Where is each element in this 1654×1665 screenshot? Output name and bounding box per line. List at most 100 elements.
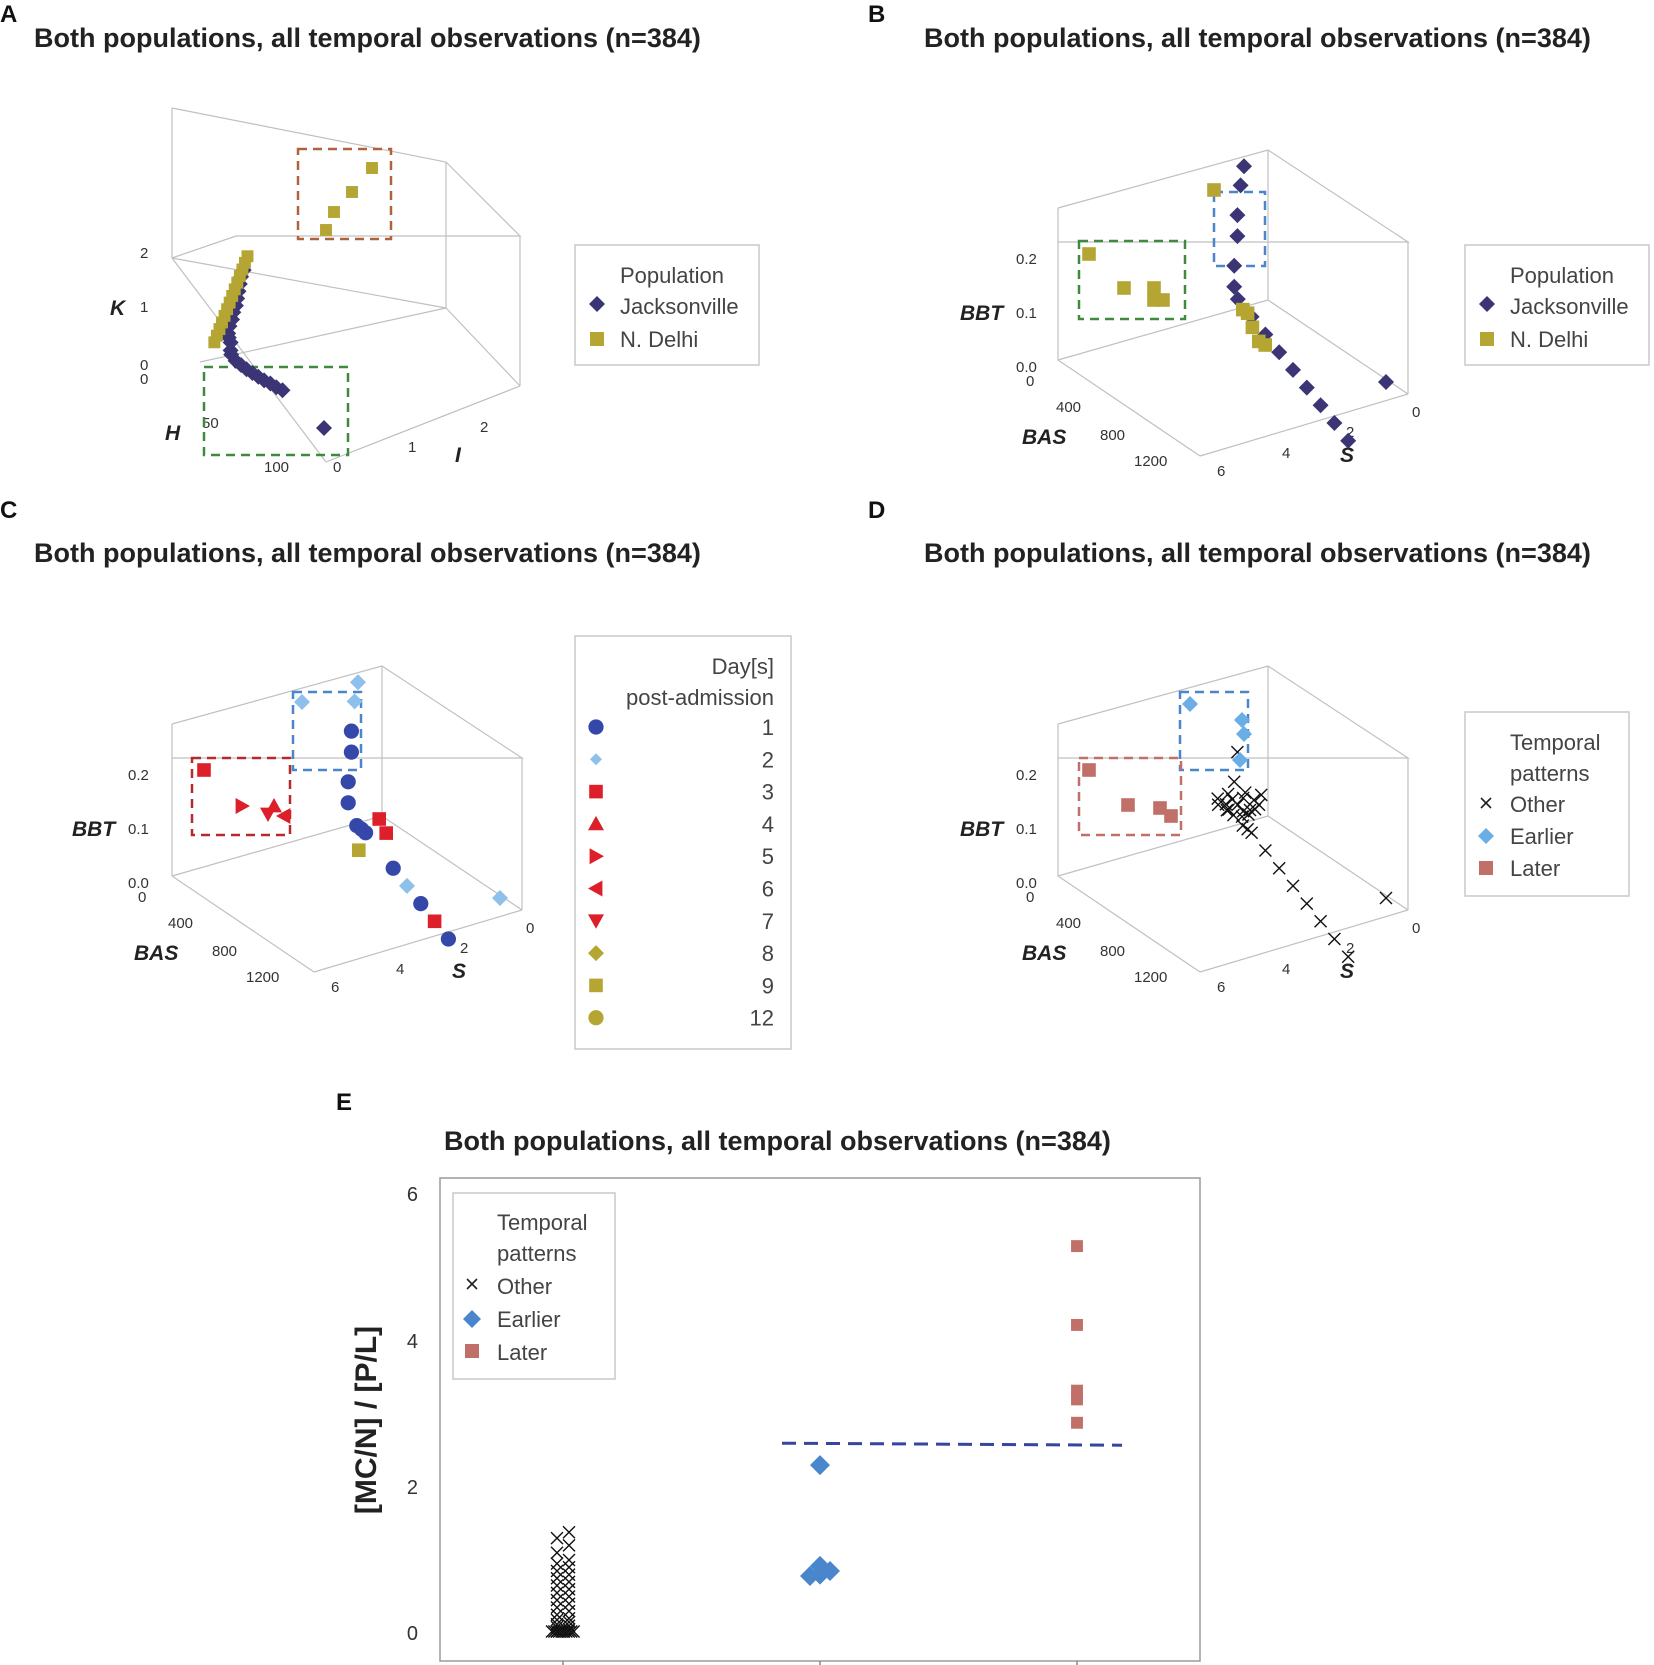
panel-letter-b: B — [868, 1, 885, 28]
ndelhi-point — [1258, 338, 1272, 352]
panel-a-box — [171, 107, 522, 463]
other-point — [564, 1625, 578, 1639]
legend-earlier-diamond-icon — [463, 1310, 481, 1328]
panel-c-legend-item: 12 — [750, 1006, 774, 1031]
panel-a-box-edge — [171, 257, 447, 309]
panel-e-threshold-line — [781, 1441, 1123, 1447]
panel-b-right-tick: 2 — [1346, 424, 1354, 441]
legend-day-1-circle-icon — [588, 719, 604, 735]
later-point — [1164, 809, 1178, 823]
legend-day-5-triangle-right-icon — [589, 848, 604, 865]
panel-b-legend: Population Jacksonville N. Delhi — [1464, 244, 1650, 366]
panel-e-ytick: 2 — [407, 1477, 418, 1499]
other-point — [1236, 804, 1250, 818]
panel-a-legend-item: N. Delhi — [620, 327, 698, 352]
panel-a-legend-title: Population — [620, 263, 724, 288]
panel-e-legend-item: Other — [497, 1274, 552, 1299]
panel-e-ytick: 0 — [407, 1623, 418, 1645]
panel-c-vtick: 0.1 — [128, 821, 149, 838]
day-2-point — [294, 694, 310, 710]
panel-e-legend-item: Earlier — [497, 1307, 561, 1332]
panel-e-legend-title-line2: patterns — [497, 1241, 577, 1266]
other-point — [562, 1597, 576, 1611]
day-3-point — [372, 812, 386, 826]
ndelhi-point — [1117, 281, 1131, 295]
panel-c-right-tick: 4 — [396, 961, 404, 978]
panel-b-left-tick: 1200 — [1134, 453, 1167, 470]
panel-b-highlight-box-earlier — [1212, 190, 1267, 268]
panel-c-legend-item: 9 — [762, 973, 774, 998]
day-1-point — [340, 774, 356, 790]
panel-a-left-tick: 0 — [140, 371, 148, 388]
panel-a-right-tick: 2 — [480, 419, 488, 436]
other-point — [550, 1600, 564, 1614]
other-point — [1220, 803, 1234, 817]
panel-d-left-axis-label: BAS — [1022, 942, 1066, 965]
ndelhi-point — [221, 303, 234, 316]
jacksonville-point — [1378, 374, 1394, 390]
panel-d-legend: Temporal patterns Other Earlier Later — [1464, 711, 1630, 897]
legend-jacksonville-diamond-icon — [589, 296, 605, 312]
legend-ndelhi-square-icon — [1480, 332, 1494, 346]
legend-day-12-circle-icon — [588, 1010, 604, 1026]
other-point — [567, 1625, 581, 1639]
ndelhi-point — [1240, 306, 1255, 320]
panel-b-left-tick: 400 — [1056, 399, 1081, 416]
panel-d-vtick: 0.0 — [1016, 875, 1037, 892]
panel-d-left-tick: 0 — [1026, 889, 1034, 906]
panel-a-left-tick: 100 — [264, 459, 289, 476]
earlier-point — [1236, 726, 1252, 742]
panel-e-legend-title-line1: Temporal — [497, 1210, 587, 1235]
panel-a-right-tick: 1 — [408, 439, 416, 456]
panel-c-legend-item: 2 — [762, 747, 774, 772]
other-point — [1222, 803, 1236, 817]
panel-a-highlight-box-jacksonville — [202, 365, 350, 457]
other-point — [1286, 879, 1300, 893]
other-point — [562, 1568, 576, 1582]
day-1-point — [354, 821, 370, 837]
panel-b-vertical-axis-label: BBT — [960, 302, 1005, 325]
other-point — [1254, 788, 1268, 802]
panel-letter-a: A — [0, 1, 17, 28]
panel-b-box-edge — [1057, 359, 1201, 457]
legend-later-square-icon — [465, 1344, 479, 1358]
panel-b-box-edge — [1057, 299, 1269, 361]
panel-b-legend-box — [1464, 244, 1650, 366]
panel-b-left-axis-label: BAS — [1022, 426, 1066, 449]
ndelhi-point — [1082, 247, 1096, 261]
other-point — [562, 1560, 576, 1574]
panel-d-box-top — [1057, 665, 1411, 759]
other-point — [550, 1564, 564, 1578]
other-point — [562, 1525, 576, 1539]
jacksonville-point — [1285, 361, 1301, 378]
other-point — [550, 1613, 564, 1627]
panel-c-legend-box — [574, 635, 792, 1050]
panel-a-box-edge — [171, 235, 237, 259]
ndelhi-point — [226, 290, 239, 302]
jacksonville-point — [1229, 228, 1246, 245]
panel-d-vertical-axis-label: BBT — [960, 818, 1005, 841]
panel-e-y-axis-label: [MC/N] / [P/L] — [350, 1326, 383, 1514]
panel-d-left-tick: 1200 — [1134, 969, 1167, 986]
day-7-point — [260, 807, 276, 822]
ndelhi-point — [1156, 293, 1170, 307]
jacksonville-point — [1229, 207, 1246, 224]
other-point — [562, 1625, 576, 1639]
day-3-point — [379, 826, 393, 840]
other-point — [562, 1553, 576, 1567]
jacksonville-point — [1340, 432, 1357, 449]
later-point — [1071, 1416, 1083, 1429]
panel-d-box-edge — [1057, 815, 1269, 877]
legend-day-7-triangle-down-icon — [588, 914, 604, 929]
panel-e-ytick: 4 — [407, 1331, 418, 1353]
panel-c-legend-item: 8 — [762, 941, 774, 966]
legend-day-2-diamond-icon — [590, 753, 602, 766]
panel-d-box — [1057, 665, 1411, 973]
earlier-point — [1232, 752, 1248, 768]
other-point — [1379, 891, 1393, 905]
ndelhi-point — [208, 336, 221, 349]
panel-letter-e: E — [336, 1089, 352, 1116]
ndelhi-point — [236, 263, 249, 276]
panel-b-legend-item: N. Delhi — [1510, 327, 1588, 352]
